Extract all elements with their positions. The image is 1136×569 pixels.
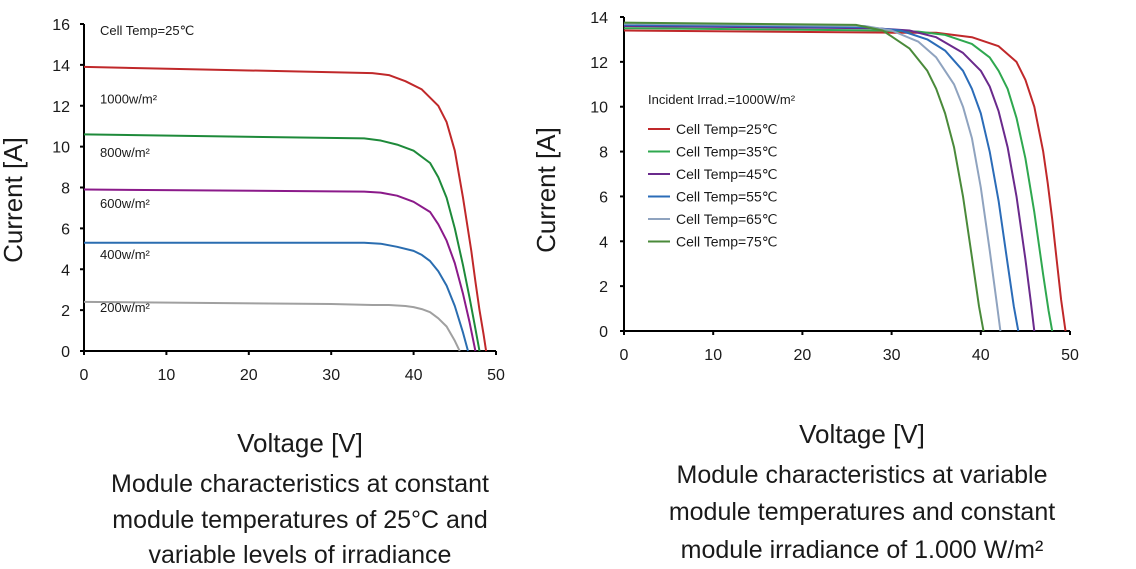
chart1-y-axis-label: Current [A] [0, 137, 28, 263]
chart1-y-tick-label: 14 [52, 58, 70, 75]
chart1-caption-line: Module characteristics at constant [111, 470, 489, 498]
chart2-y-axis-label: Current [A] [531, 127, 561, 253]
chart2-caption-line: Module characteristics at variable [677, 461, 1048, 489]
chart1-series-label: 800w/m² [100, 145, 151, 160]
chart2-series-line-5 [623, 22, 1002, 332]
chart2-series-line-4 [623, 23, 1020, 332]
chart2-x-tick-label: 10 [704, 347, 722, 364]
chart2-x-tick-label: 50 [1061, 347, 1079, 364]
chart2-caption-line: module irradiance of 1.000 W/m² [681, 536, 1044, 564]
chart1-x-tick-label: 10 [158, 367, 176, 384]
chart1-caption-line: variable levels of irradiance [149, 541, 452, 569]
chart1-series-line-3 [83, 188, 477, 352]
chart1-annotation: Cell Temp=25℃ [100, 23, 194, 38]
chart1-series-line-4 [84, 241, 469, 352]
chart2-y-tick-label: 4 [599, 234, 608, 251]
chart2-legend-label: Cell Temp=35℃ [676, 144, 777, 160]
chart1-x-tick-label: 30 [322, 367, 340, 384]
chart2-y-tick-label: 8 [599, 145, 608, 162]
chart1-y-tick-label: 4 [61, 262, 70, 279]
chart1-x-tick-label: 40 [405, 367, 423, 384]
chart2-y-tick-label: 0 [599, 324, 608, 341]
chart1-series-label: 1000w/m² [100, 92, 158, 107]
chart1-x-axis-label: Voltage [V] [237, 428, 363, 458]
chart1-series-line-1 [83, 65, 488, 352]
chart1-series-line-2 [83, 133, 481, 352]
chart1-y-tick-label: 6 [61, 221, 70, 238]
chart1-series-label: 400w/m² [100, 247, 151, 262]
chart2-legend-label: Cell Temp=75℃ [676, 234, 777, 250]
chart1-y-tick-label: 16 [52, 17, 70, 34]
chart1-y-tick-label: 12 [52, 99, 70, 116]
chart2-legend-label: Cell Temp=45℃ [676, 166, 777, 182]
chart2-series-line-3 [623, 25, 1036, 332]
chart2-caption-line: module temperatures and constant [669, 498, 1055, 526]
chart2-x-tick-label: 0 [620, 347, 629, 364]
chart2-legend-label: Cell Temp=65℃ [676, 211, 777, 227]
chart2-y-tick-label: 2 [599, 279, 608, 296]
chart1-series-label: 200w/m² [100, 300, 151, 315]
chart1-caption-line: module temperatures of 25°C and [112, 506, 488, 534]
chart2-x-tick-label: 20 [794, 347, 812, 364]
chart2-legend-title: Incident Irrad.=1000W/m² [648, 92, 796, 107]
chart1-x-tick-label: 50 [487, 367, 505, 384]
chart2-x-tick-label: 30 [883, 347, 901, 364]
chart2-series-line-2 [623, 27, 1054, 332]
chart1-x-tick-label: 0 [80, 367, 89, 384]
chart1-y-tick-label: 8 [61, 181, 70, 198]
chart2-y-tick-label: 10 [590, 100, 608, 117]
chart1-series-label: 600w/m² [100, 196, 151, 211]
chart2-y-tick-label: 6 [599, 189, 608, 206]
chart2-x-tick-label: 40 [972, 347, 990, 364]
chart2-y-tick-label: 12 [590, 55, 608, 72]
chart1-y-tick-label: 10 [52, 140, 70, 157]
chart1-x-tick-label: 20 [240, 367, 258, 384]
chart2-series-line-1 [623, 29, 1067, 332]
chart1-y-tick-label: 0 [61, 344, 70, 361]
chart2-series-line-6 [623, 21, 985, 332]
chart1-series-line-5 [83, 300, 461, 352]
chart1-y-tick-label: 2 [61, 303, 70, 320]
chart2-y-tick-label: 14 [590, 10, 608, 27]
chart2-legend-label: Cell Temp=25℃ [676, 121, 777, 137]
chart2-legend-label: Cell Temp=55℃ [676, 189, 777, 205]
chart2-x-axis-label: Voltage [V] [799, 419, 925, 449]
